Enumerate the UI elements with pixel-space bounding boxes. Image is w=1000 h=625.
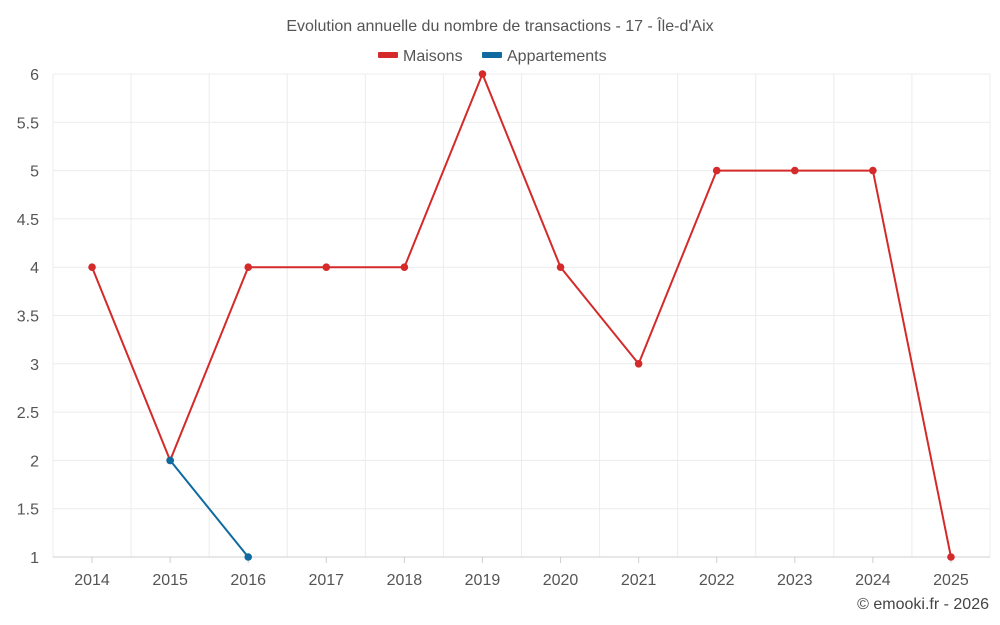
data-point-maisons[interactable]: [634, 360, 643, 368]
series-line-maisons: [91, 73, 952, 558]
series: [88, 70, 955, 561]
legend: Maisons Appartements: [378, 48, 607, 65]
legend-item-appartements[interactable]: Appartements: [482, 48, 607, 65]
x-tick-label: 2020: [543, 572, 579, 589]
data-point-maisons[interactable]: [947, 553, 955, 561]
data-point-maisons[interactable]: [790, 166, 799, 175]
data-point-maisons[interactable]: [556, 263, 565, 272]
credit-text: © emooki.fr - 2026: [857, 596, 989, 613]
data-point-maisons[interactable]: [712, 166, 721, 175]
y-tick-label: 2: [30, 453, 39, 470]
y-tick-label: 4: [30, 260, 39, 277]
y-tick-label: 6: [30, 67, 39, 84]
data-point-maisons[interactable]: [244, 263, 253, 272]
x-axis-ticks: 2014 2015 2016 2017 2018 2019 2020 2021 2022 2023…: [74, 572, 969, 589]
data-point-appartements[interactable]: [244, 553, 253, 561]
data-point-maisons[interactable]: [322, 263, 331, 272]
data-point-maisons[interactable]: [869, 166, 877, 175]
x-tick-label: 2023: [777, 572, 813, 589]
x-tick-label: 2025: [933, 572, 969, 589]
legend-label-appartements: Appartements: [507, 48, 607, 65]
data-point-maisons[interactable]: [478, 70, 487, 78]
x-tick-label: 2017: [308, 572, 344, 589]
x-tick-label: 2022: [699, 572, 735, 589]
legend-swatch-maisons: [378, 52, 398, 58]
grid: [52, 73, 991, 558]
y-tick-label: 1.5: [17, 502, 39, 519]
x-tick-label: 2018: [387, 572, 423, 589]
x-tick-label: 2019: [465, 572, 501, 589]
x-tick-label: 2024: [855, 572, 891, 589]
chart-title: Evolution annuelle du nombre de transact…: [286, 16, 713, 35]
x-tick-label: 2021: [621, 572, 657, 589]
x-tick-label: 2014: [74, 572, 110, 589]
x-tick-label: 2016: [230, 572, 266, 589]
legend-label-maisons: Maisons: [403, 48, 463, 65]
data-point-appartements[interactable]: [166, 456, 174, 465]
x-tick-label: 2015: [152, 572, 188, 589]
y-tick-label: 3: [30, 357, 39, 374]
legend-swatch-appartements: [482, 52, 502, 58]
y-tick-label: 5.5: [17, 115, 39, 132]
y-axis-ticks: 1 1.5 2 2.5 3 3.5 4 4.5 5 5.5 6: [17, 67, 39, 567]
data-point-maisons[interactable]: [88, 263, 96, 272]
series-appartements: [166, 456, 253, 561]
y-tick-label: 2.5: [17, 405, 39, 422]
data-point-maisons[interactable]: [400, 263, 409, 272]
y-tick-label: 4.5: [17, 212, 39, 229]
axes: [53, 556, 990, 563]
legend-item-maisons[interactable]: Maisons: [378, 48, 463, 65]
series-line-appartements: [169, 459, 249, 558]
y-tick-label: 5: [30, 164, 39, 181]
y-tick-label: 3.5: [17, 309, 39, 326]
y-tick-label: 1: [30, 550, 39, 567]
